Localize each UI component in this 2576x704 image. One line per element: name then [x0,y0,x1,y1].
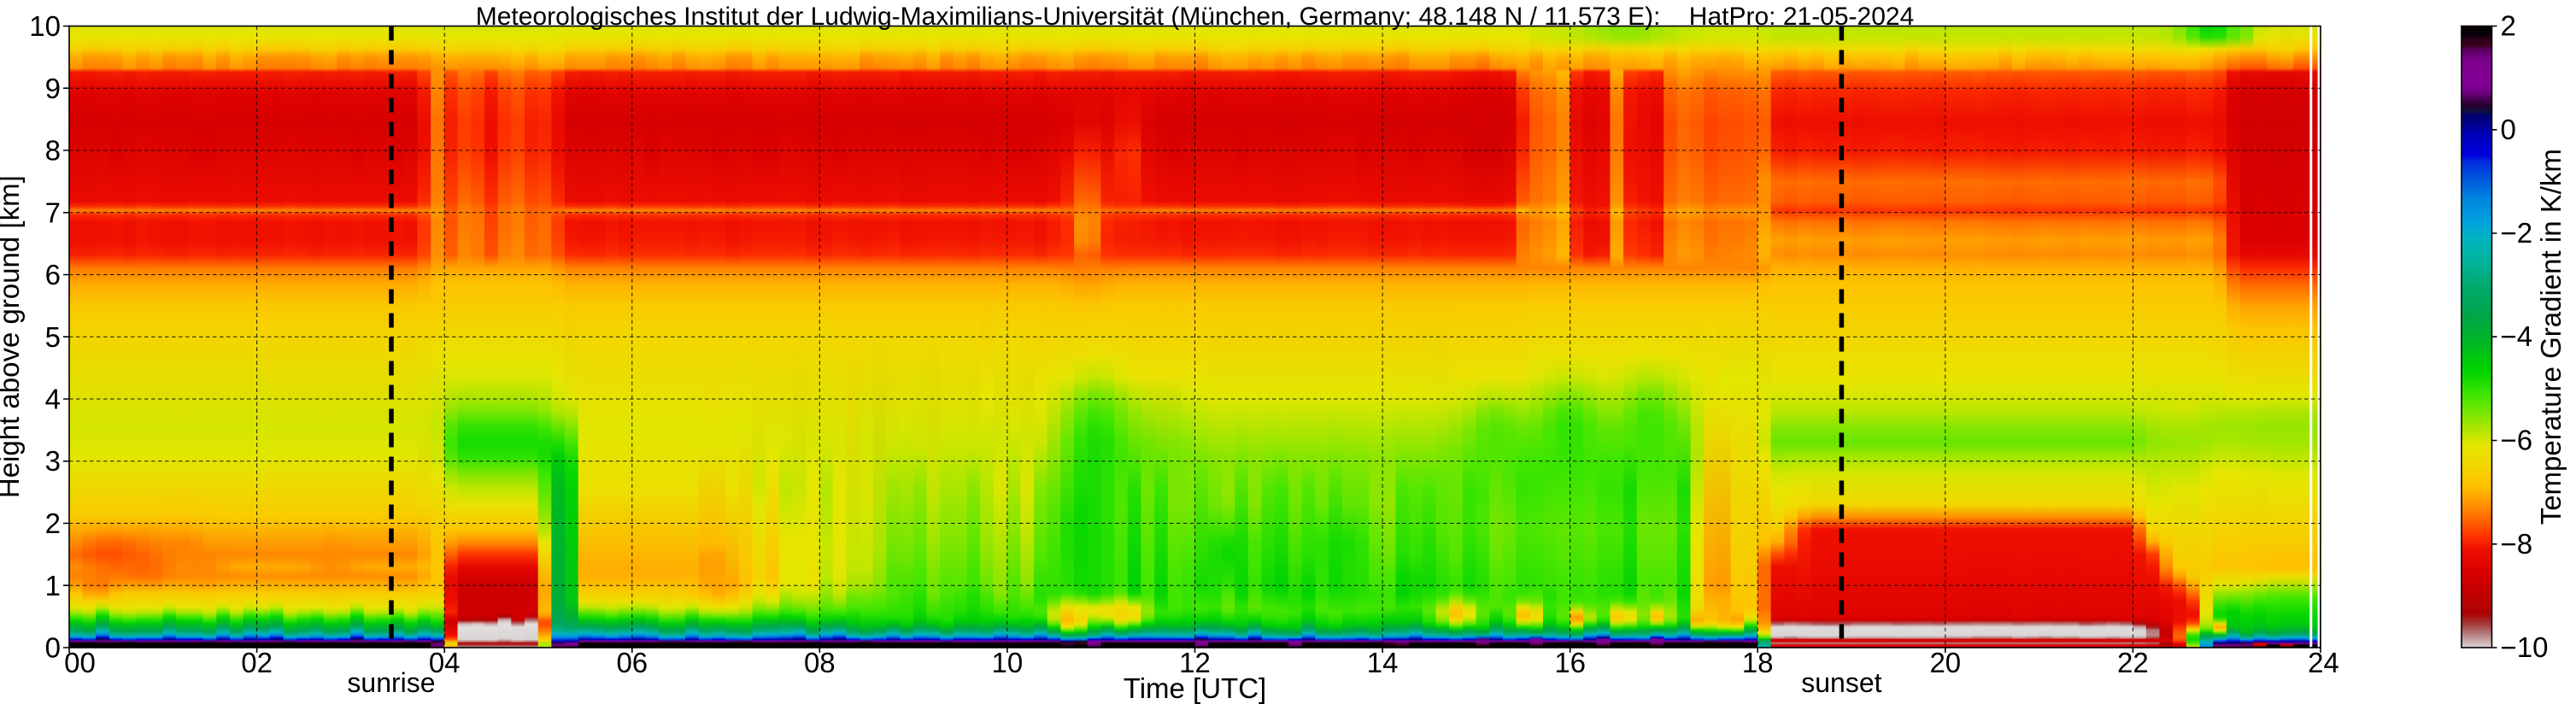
svg-text:Time [UTC]: Time [UTC] [1124,672,1266,704]
svg-text:2: 2 [45,507,61,539]
svg-text:4: 4 [45,384,61,415]
svg-text:−2: −2 [2501,217,2533,249]
svg-text:00: 00 [64,647,96,678]
svg-text:9: 9 [45,73,61,104]
svg-text:12: 12 [1179,647,1211,678]
svg-text:1: 1 [45,570,61,601]
svg-text:sunrise: sunrise [347,667,435,698]
svg-text:−8: −8 [2501,528,2533,560]
svg-text:22: 22 [2117,647,2149,678]
svg-text:08: 08 [804,647,836,678]
svg-text:18: 18 [1742,647,1774,678]
svg-text:Height above ground [km]: Height above ground [km] [0,175,25,498]
svg-text:14: 14 [1367,647,1399,678]
svg-text:06: 06 [616,647,648,678]
svg-text:0: 0 [2501,114,2516,145]
svg-text:2: 2 [2501,10,2516,42]
svg-text:0: 0 [45,632,61,664]
svg-text:sunset: sunset [1801,667,1881,698]
svg-text:Meteorologisches Institut der: Meteorologisches Institut der Ludwig-Max… [476,3,1915,31]
svg-text:20: 20 [1929,647,1961,678]
svg-text:02: 02 [241,647,273,678]
svg-text:Temperature Gradient in K/km: Temperature Gradient in K/km [2535,149,2567,525]
svg-text:04: 04 [429,647,461,678]
svg-text:3: 3 [45,445,61,477]
svg-text:24: 24 [2308,647,2339,678]
svg-text:8: 8 [45,135,61,167]
svg-text:−4: −4 [2501,320,2533,352]
svg-text:10: 10 [992,647,1024,678]
svg-text:16: 16 [1554,647,1586,678]
svg-text:7: 7 [45,197,61,228]
svg-text:−6: −6 [2501,425,2533,456]
svg-text:6: 6 [45,259,61,290]
svg-text:10: 10 [29,10,61,42]
svg-text:−10: −10 [2501,631,2549,663]
svg-text:5: 5 [45,321,61,353]
